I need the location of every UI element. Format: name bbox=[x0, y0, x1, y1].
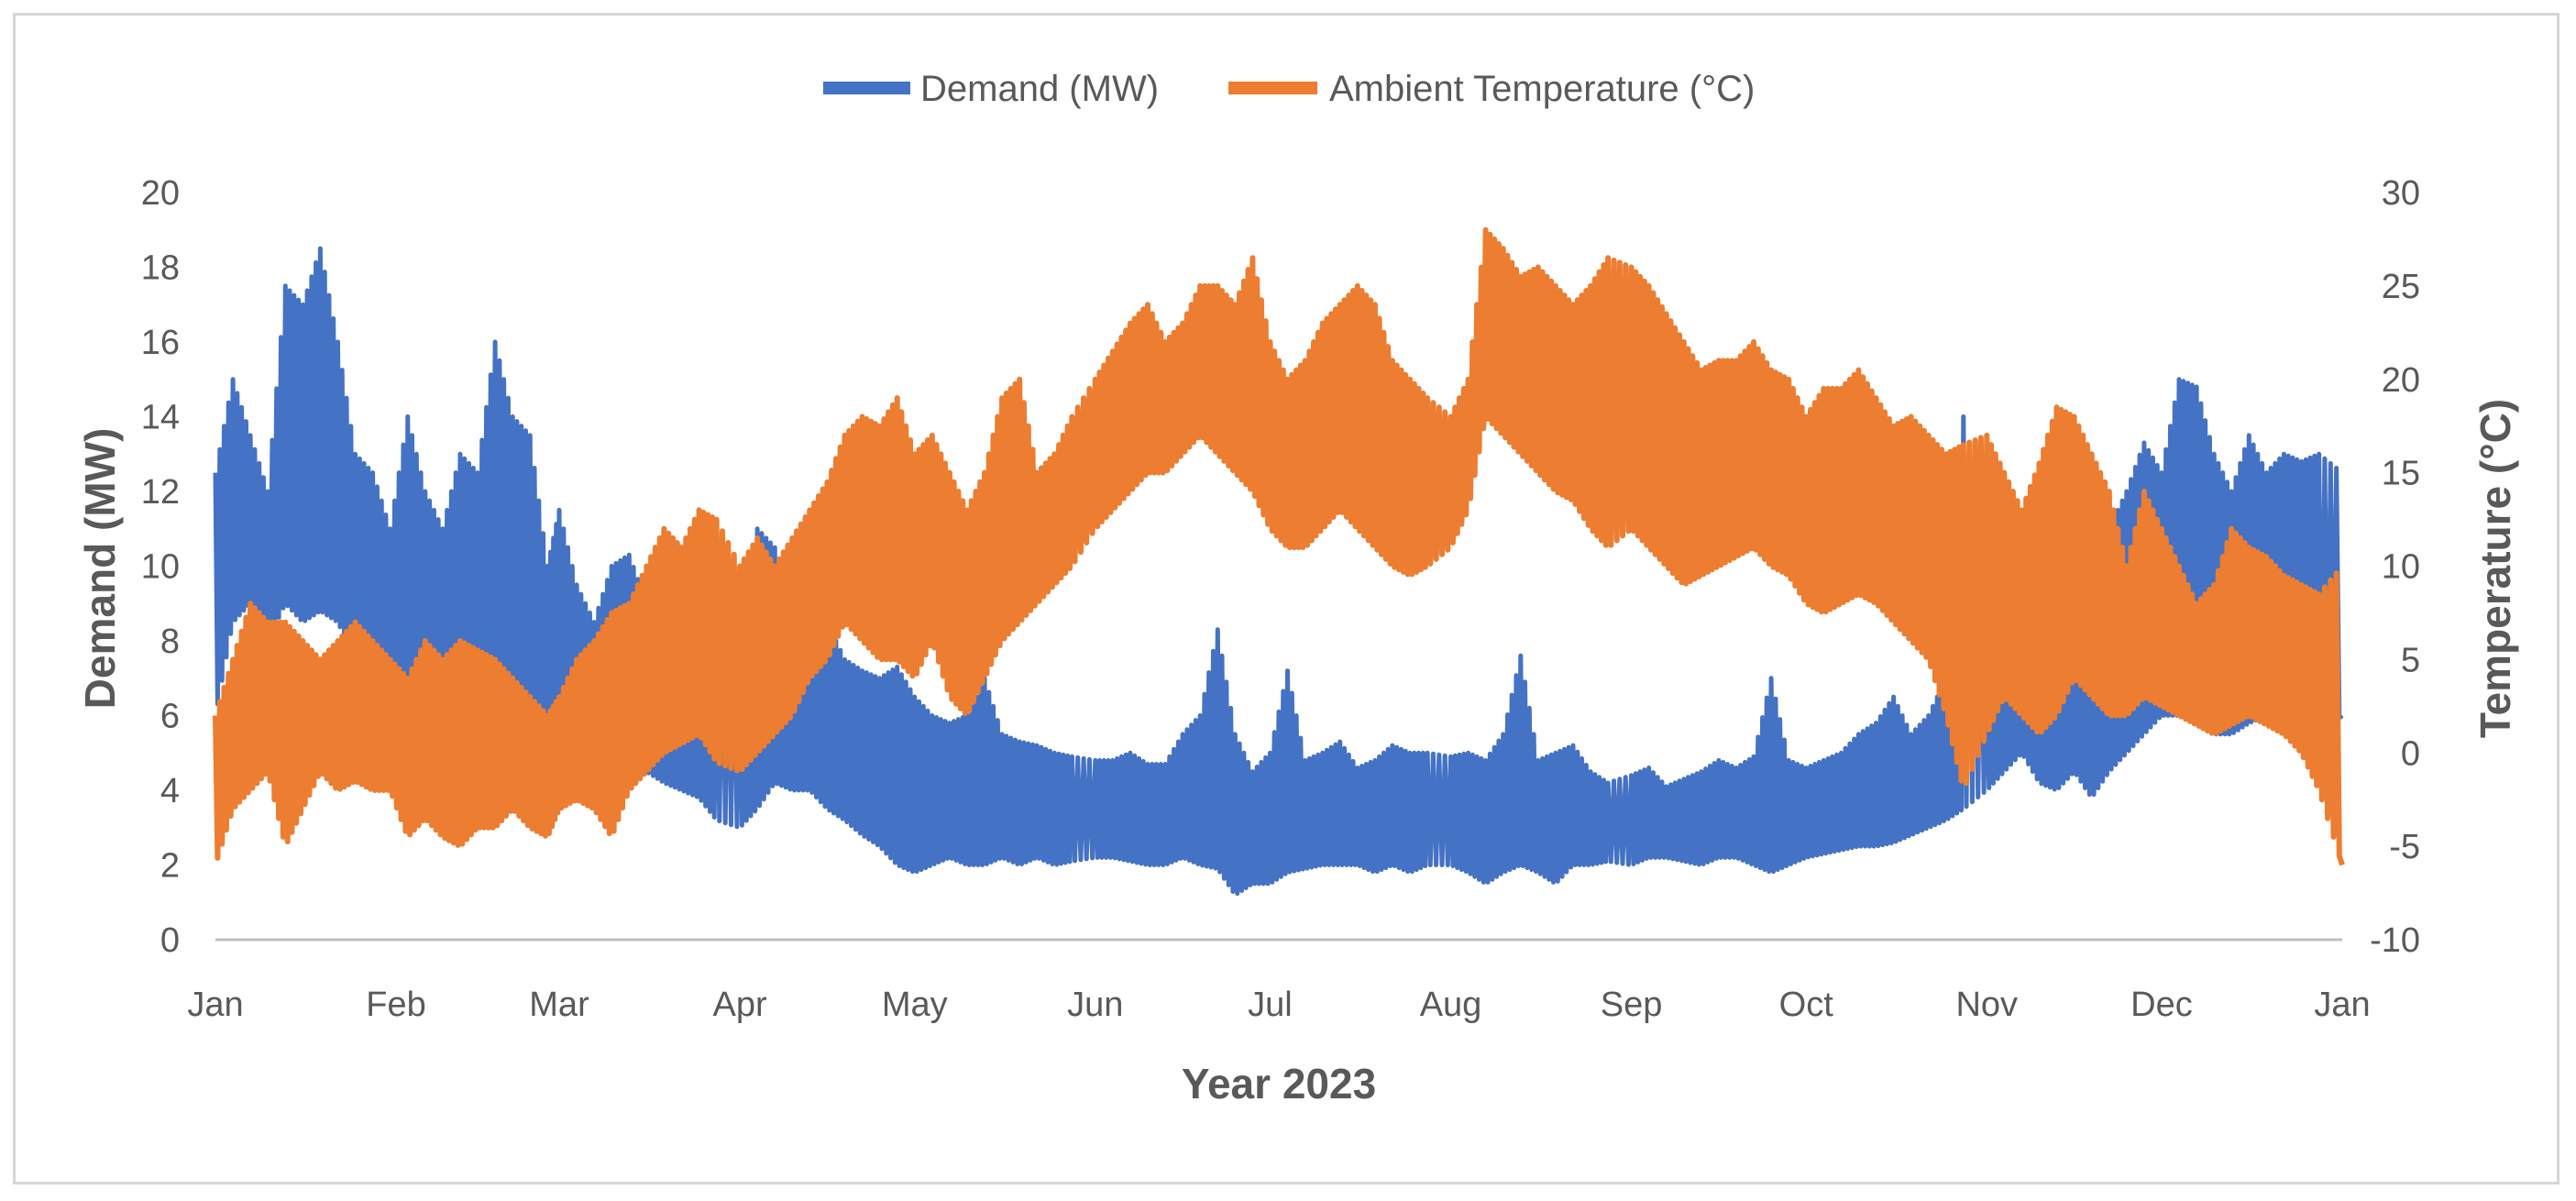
right-tick-label: 25 bbox=[2382, 268, 2420, 306]
x-tick-label: Jul bbox=[1248, 986, 1293, 1024]
x-tick-label: Oct bbox=[1779, 986, 1834, 1024]
right-tick-label: -5 bbox=[2389, 828, 2420, 866]
right-axis-title: Temperature (°C) bbox=[2471, 399, 2519, 738]
right-tick-label: 5 bbox=[2401, 641, 2420, 679]
series-layer bbox=[213, 226, 2345, 897]
left-tick-label: 0 bbox=[160, 921, 180, 960]
right-tick-label: 10 bbox=[2382, 548, 2420, 587]
x-tick-label: Jan bbox=[187, 986, 243, 1024]
right-axis-ticks: -10 -5 0 5 10 15 20 25 30 bbox=[2370, 174, 2420, 960]
left-tick-label: 16 bbox=[141, 324, 180, 362]
left-tick-label: 18 bbox=[141, 249, 180, 288]
right-tick-label: 0 bbox=[2401, 734, 2420, 773]
x-tick-label: Sep bbox=[1601, 986, 1663, 1024]
x-tick-label: Feb bbox=[366, 986, 425, 1024]
left-tick-label: 12 bbox=[141, 473, 180, 512]
x-axis-title: Year 2023 bbox=[1182, 1060, 1376, 1107]
x-axis-ticks: Jan Feb Mar Apr May Jun Jul Aug Sep Oct Nov Dec Jan bbox=[187, 986, 2370, 1024]
left-tick-label: 10 bbox=[141, 548, 180, 587]
series-temperature-line bbox=[213, 226, 2345, 866]
x-tick-label: Aug bbox=[1420, 986, 1482, 1024]
left-axis-ticks: 0 2 4 6 8 10 12 14 16 18 20 bbox=[141, 174, 180, 960]
x-tick-label: May bbox=[882, 986, 948, 1024]
left-tick-label: 6 bbox=[160, 698, 180, 736]
x-tick-label: Apr bbox=[712, 986, 766, 1024]
legend-label-temperature: Ambient Temperature (°C) bbox=[1329, 69, 1755, 109]
right-tick-label: 20 bbox=[2382, 361, 2420, 400]
left-tick-label: 20 bbox=[141, 174, 180, 213]
right-tick-label: -10 bbox=[2370, 921, 2420, 960]
x-tick-label: Dec bbox=[2130, 986, 2193, 1024]
legend: Demand (MW) Ambient Temperature (°C) bbox=[823, 69, 1755, 109]
left-axis-title: Demand (MW) bbox=[76, 428, 124, 710]
legend-label-demand: Demand (MW) bbox=[920, 69, 1159, 109]
left-tick-label: 14 bbox=[141, 399, 180, 437]
left-tick-label: 2 bbox=[160, 847, 180, 886]
left-tick-label: 8 bbox=[160, 623, 180, 661]
x-tick-label: Mar bbox=[529, 986, 589, 1024]
right-tick-label: 15 bbox=[2382, 455, 2420, 493]
x-tick-label: Jan bbox=[2314, 986, 2370, 1024]
x-tick-label: Nov bbox=[1955, 986, 2018, 1024]
left-tick-label: 4 bbox=[160, 772, 180, 810]
right-tick-label: 30 bbox=[2382, 174, 2420, 213]
x-tick-label: Jun bbox=[1067, 986, 1123, 1024]
